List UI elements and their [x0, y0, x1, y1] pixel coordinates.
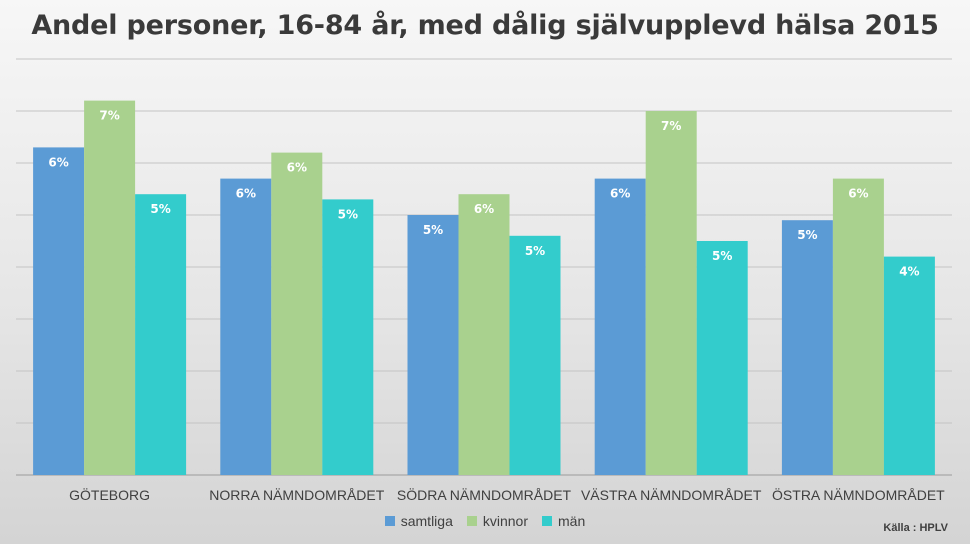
- category-label: GÖTEBORG: [69, 486, 150, 503]
- data-label: 4%: [899, 265, 919, 279]
- data-label: 5%: [525, 244, 545, 258]
- data-label: 5%: [338, 207, 358, 221]
- bar: [84, 100, 136, 475]
- category-label: VÄSTRA NÄMNDOMRÅDET: [581, 487, 762, 503]
- category-label: ÖSTRA NÄMNDOMRÅDET: [772, 486, 945, 503]
- data-label: 5%: [150, 202, 170, 216]
- legend-swatch: [466, 516, 477, 526]
- bar: [509, 235, 561, 475]
- source-note: Källa : HPLV: [883, 522, 948, 534]
- data-label: 6%: [610, 187, 630, 201]
- bar: [781, 220, 833, 475]
- data-label: 5%: [423, 223, 443, 237]
- bar: [322, 199, 374, 475]
- data-label: 6%: [236, 187, 256, 201]
- data-label: 7%: [661, 119, 681, 133]
- data-label: 6%: [287, 161, 307, 175]
- bar: [594, 178, 646, 475]
- data-label: 5%: [712, 249, 732, 263]
- bar: [271, 152, 323, 475]
- category-label: NORRA NÄMNDOMRÅDET: [209, 487, 384, 503]
- bar: [407, 215, 459, 475]
- bar: [135, 194, 187, 475]
- data-label: 5%: [797, 228, 817, 242]
- bar: [645, 111, 697, 475]
- bar: [33, 147, 85, 475]
- data-label: 6%: [848, 187, 868, 201]
- data-label: 7%: [99, 109, 119, 123]
- chart-title: Andel personer, 16-84 år, med dålig själ…: [31, 10, 939, 41]
- legend-label: samtliga: [400, 513, 453, 529]
- bar: [832, 178, 884, 475]
- bar: [220, 178, 272, 475]
- legend-swatch: [384, 516, 395, 526]
- legend-label: kvinnor: [482, 513, 529, 529]
- legend-swatch: [542, 516, 553, 526]
- legend-item: män: [542, 513, 585, 529]
- legend-item: samtliga: [384, 513, 453, 529]
- bar: [883, 256, 935, 475]
- data-label: 6%: [48, 155, 68, 169]
- data-label: 6%: [474, 202, 494, 216]
- legend-item: kvinnor: [466, 513, 529, 529]
- legend: samtliga kvinnor män: [0, 513, 970, 529]
- bar: [696, 241, 748, 475]
- category-label: SÖDRA NÄMNDOMRÅDET: [397, 486, 572, 503]
- legend-label: män: [558, 513, 586, 529]
- bar: [458, 194, 510, 475]
